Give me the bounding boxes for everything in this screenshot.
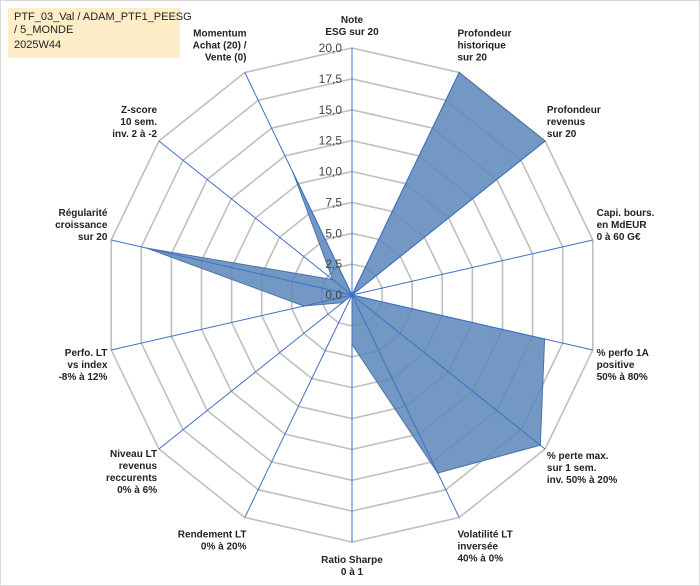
category-label-line: 0 à 60 G€: [597, 232, 641, 243]
title-line-2: / 5_MONDE: [14, 24, 74, 36]
category-label-8: Rendement LT 0% à 20%: [178, 530, 247, 553]
category-label-line: Vente (0): [205, 53, 247, 64]
category-label-line: reccurents: [106, 473, 158, 484]
tick-label: 2,5: [325, 257, 342, 271]
tick-label: 17,5: [319, 72, 343, 86]
category-label-line: % perte max.: [547, 451, 609, 462]
category-label-line: 50% à 80%: [597, 372, 648, 383]
tick-label: 20,0: [319, 41, 343, 55]
category-label-line: sur 20: [458, 53, 488, 64]
category-label-line: croissance: [55, 220, 108, 231]
category-label-1: Profondeur historique sur 20: [458, 29, 512, 64]
title-line-1: PTF_03_Val / ADAM_PTF1_PEESG: [14, 11, 192, 23]
category-label-line: -8% à 12%: [58, 372, 107, 383]
spoke-11: [111, 239, 353, 296]
category-label-line: historique: [458, 41, 507, 52]
category-label-3: Capi. bours. en MdEUR 0 à 60 G€: [597, 208, 655, 243]
category-label-line: revenus: [119, 461, 158, 472]
category-label-line: Note: [341, 15, 364, 26]
spoke-4: [351, 294, 593, 351]
spoke-2: [351, 140, 546, 296]
series-area-0: [147, 71, 546, 474]
radar-category-labels: Note ESG sur 20 Profondeur historique sur 20…: [55, 15, 654, 578]
chart-title-box: PTF_03_Val / ADAM_PTF1_PEESG / 5_MONDE 2…: [8, 8, 192, 58]
category-label-line: inversée: [458, 542, 499, 553]
category-label-line: Profondeur: [547, 105, 601, 116]
title-line-3: 2025W44: [14, 39, 62, 51]
spoke-3: [351, 239, 593, 296]
spoke-10: [111, 294, 353, 351]
category-label-13: Momentum Achat (20) / Vente (0): [193, 29, 247, 64]
category-label-11: Régularité croissance sur 20: [55, 208, 108, 243]
category-label-line: sur 1 sem.: [547, 463, 597, 474]
category-label-line: % perfo 1A: [597, 348, 649, 359]
radar-series: [146, 71, 546, 474]
category-label-line: inv. 50% à 20%: [547, 475, 618, 486]
tick-label: 5,0: [325, 226, 342, 240]
category-label-6: Volatilité LT inversée 40% à 0%: [458, 530, 513, 565]
category-label-4: % perfo 1A positive 50% à 80%: [597, 348, 649, 383]
spoke-12: [158, 140, 353, 296]
tick-label: 7,5: [325, 195, 342, 209]
category-label-line: Profondeur: [458, 29, 512, 40]
category-label-10: Perfo. LT vs index -8% à 12%: [58, 348, 107, 383]
category-label-line: Rendement LT: [178, 530, 247, 541]
category-label-line: Achat (20) /: [193, 41, 247, 52]
spoke-6: [351, 294, 460, 518]
tick-label: 0,0: [325, 288, 342, 302]
category-label-0: Note ESG sur 20: [325, 15, 379, 38]
category-label-line: 0% à 20%: [201, 542, 247, 553]
category-label-line: Perfo. LT: [65, 348, 108, 359]
category-label-line: 10 sem.: [120, 117, 157, 128]
category-label-7: Ratio Sharpe 0 à 1: [321, 555, 383, 578]
category-label-5: % perte max. sur 1 sem. inv. 50% à 20%: [547, 451, 618, 486]
category-label-line: positive: [597, 360, 635, 371]
category-label-line: Ratio Sharpe: [321, 555, 383, 566]
category-label-line: 0% à 6%: [117, 485, 157, 496]
category-label-line: Momentum: [193, 29, 246, 40]
category-label-line: Z-score: [121, 105, 158, 116]
spoke-8: [244, 294, 353, 518]
tick-label: 15,0: [319, 103, 343, 117]
category-label-2: Profondeur revenus sur 20: [547, 105, 601, 140]
spoke-5: [351, 294, 546, 450]
category-label-line: vs index: [67, 360, 107, 371]
category-label-line: ESG sur 20: [325, 27, 379, 38]
category-label-12: Z-score 10 sem. inv. 2 à -2: [112, 105, 157, 140]
tick-label: 10,0: [319, 165, 343, 179]
category-label-line: 40% à 0%: [458, 554, 504, 565]
category-label-line: Niveau LT: [110, 449, 157, 460]
radar-spokes: [111, 48, 593, 542]
category-label-line: sur 20: [547, 129, 577, 140]
category-label-line: en MdEUR: [597, 220, 648, 231]
category-label-line: Régularité: [58, 208, 107, 219]
category-label-line: 0 à 1: [341, 567, 364, 578]
spoke-1: [351, 72, 460, 296]
category-label-line: inv. 2 à -2: [112, 129, 157, 140]
radar-ticks: 0,0 2,5 5,0 7,5 10,0 12,5 15,0 17,5 20,0: [319, 41, 343, 302]
category-label-9: Niveau LT revenus reccurents 0% à 6%: [106, 449, 158, 496]
category-label-line: Capi. bours.: [597, 208, 655, 219]
category-label-line: Volatilité LT: [458, 530, 513, 541]
category-label-line: revenus: [547, 117, 586, 128]
spoke-9: [158, 294, 353, 450]
tick-label: 12,5: [319, 134, 343, 148]
spoke-13: [244, 72, 353, 296]
category-label-line: sur 20: [78, 232, 108, 243]
